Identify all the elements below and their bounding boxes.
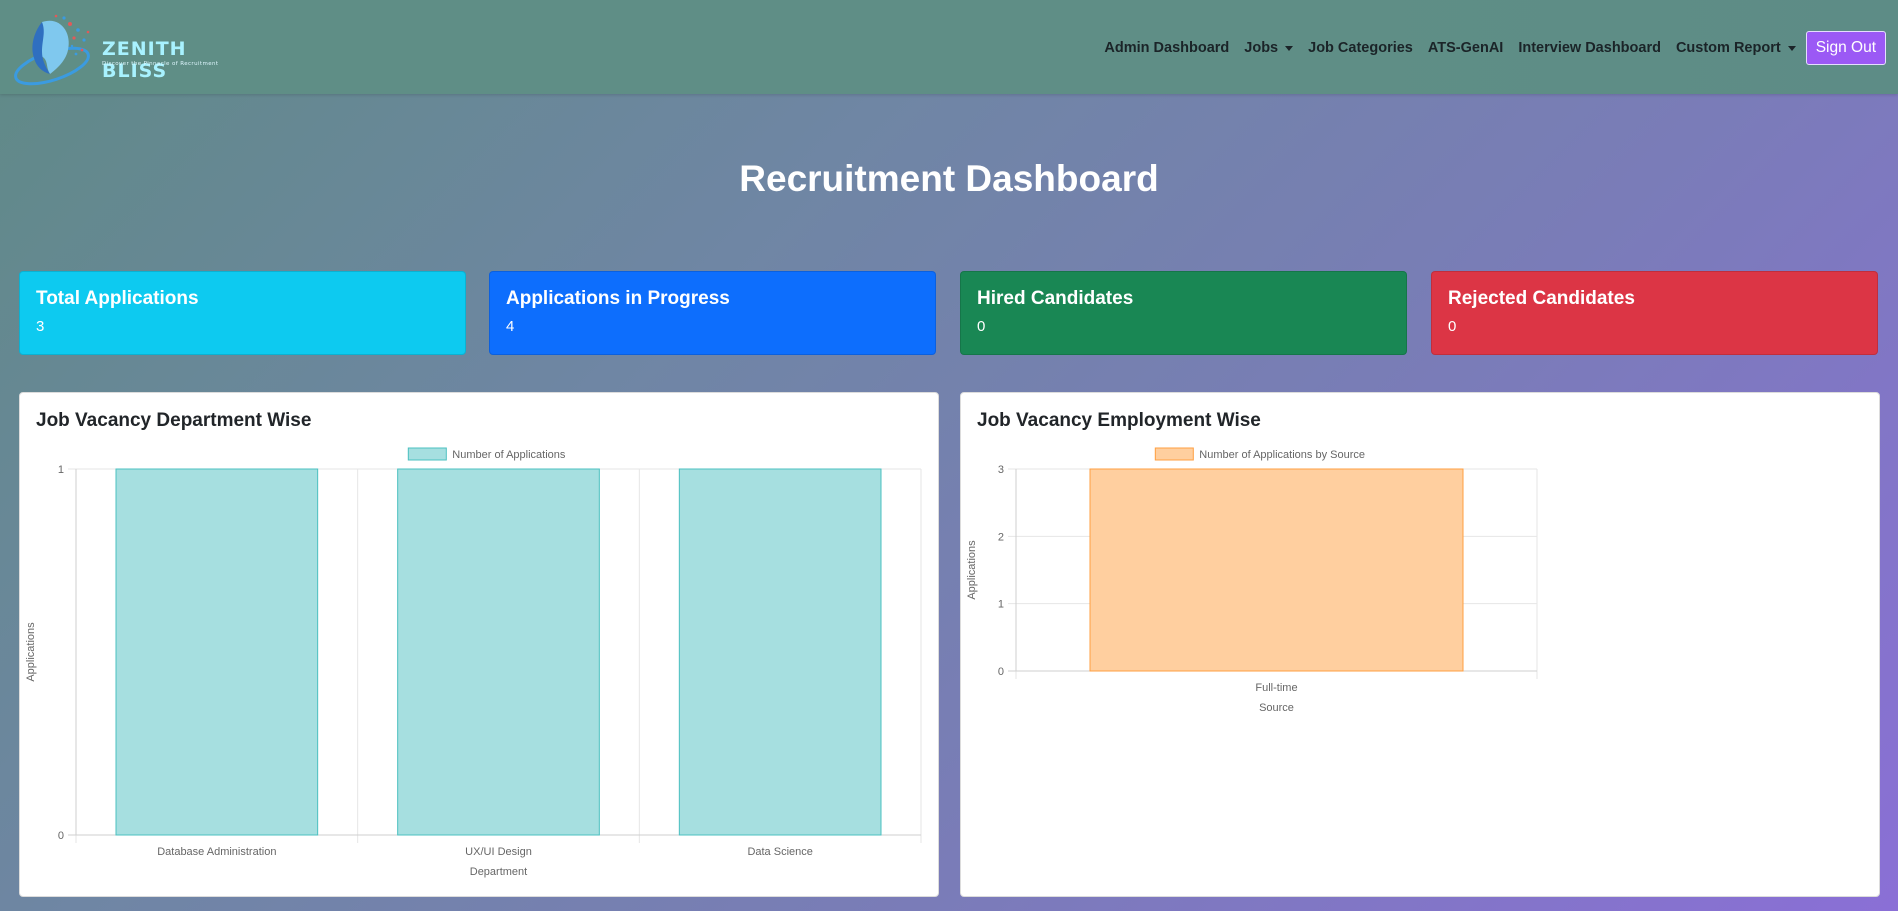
nav-jobs-dropdown[interactable]: Jobs [1244, 40, 1294, 56]
nav-job-categories[interactable]: Job Categories [1308, 40, 1413, 56]
nav-custom-report-dropdown[interactable]: Custom Report [1676, 40, 1796, 56]
caret-down-icon [1787, 45, 1796, 51]
stat-card-rejected-candidates: Rejected Candidates 0 [1431, 271, 1878, 355]
nav-interview-dashboard[interactable]: Interview Dashboard [1518, 40, 1661, 56]
nav-item-label: Custom Report [1675, 40, 1781, 56]
panel-title: Job Vacancy Department Wise [36, 410, 312, 431]
bar [1089, 468, 1464, 672]
y-tick-label: 1 [998, 599, 1004, 611]
sign-out-button[interactable]: Sign Out [1805, 31, 1886, 65]
nav-item-label: Job Categories [1308, 40, 1413, 56]
nav-admin-dashboard[interactable]: Admin Dashboard [1104, 40, 1229, 56]
y-axis-title: Applications [25, 622, 37, 682]
employment-bar-chart: Number of Applications by Source 0 1 2 3 Full… [966, 447, 1538, 714]
stat-card-title: Rejected Candidates [1448, 288, 1635, 309]
legend-swatch [407, 447, 447, 461]
brand-name: ZENITH BLISS [102, 38, 187, 82]
panel-title: Job Vacancy Employment Wise [977, 410, 1261, 431]
y-tick-label: 3 [998, 464, 1004, 476]
bar [397, 468, 600, 836]
y-tick-label: 1 [58, 464, 64, 476]
legend-label: Number of Applications by Source [1199, 449, 1365, 461]
nav-item-label: Admin Dashboard [1104, 40, 1230, 56]
nav-ats-genai[interactable]: ATS-GenAI [1428, 40, 1503, 56]
nav-item-label: Jobs [1244, 40, 1279, 56]
logo-icon [14, 14, 90, 86]
department-chart-panel: Job Vacancy Department Wise Number of Ap… [19, 392, 939, 897]
stat-card-title: Hired Candidates [977, 288, 1134, 309]
caret-down-icon [1285, 45, 1294, 51]
stat-card-total-applications: Total Applications 3 [19, 271, 466, 355]
bar [678, 468, 882, 836]
bar [115, 468, 319, 836]
x-tick-label: Full-time [1255, 682, 1297, 694]
x-tick-label: Database Administration [157, 846, 276, 858]
brand-logo[interactable]: ZENITH BLISS Discover the Pinnacle of Re… [12, 10, 242, 90]
x-axis-title: Department [470, 866, 527, 878]
x-tick-label: UX/UI Design [465, 846, 532, 858]
stat-card-value: 0 [1448, 318, 1457, 335]
y-axis-title: Applications [966, 540, 978, 600]
stat-card-value: 4 [506, 318, 515, 335]
stat-card-value: 3 [36, 318, 45, 335]
navbar: ZENITH BLISS Discover the Pinnacle of Re… [0, 0, 1898, 94]
x-tick-label: Data Science [747, 846, 812, 858]
brand-tagline: Discover the Pinnacle of Recruitment [102, 61, 219, 67]
y-tick-label: 0 [998, 666, 1004, 678]
department-bar-chart: Number of Applications 0 1 Database Adminis… [25, 447, 922, 878]
employment-chart-panel: Job Vacancy Employment Wise Number of Ap… [960, 392, 1880, 897]
stat-card-applications-in-progress: Applications in Progress 4 [489, 271, 936, 355]
nav-item-label: ATS-GenAI [1427, 40, 1504, 56]
stat-card-hired-candidates: Hired Candidates 0 [960, 271, 1407, 355]
nav-item-label: Interview Dashboard [1518, 40, 1661, 56]
legend-swatch [1154, 447, 1194, 461]
stat-card-title: Applications in Progress [506, 288, 730, 309]
x-axis-title: Source [1259, 702, 1294, 714]
y-tick-label: 2 [998, 531, 1004, 543]
y-tick-label: 0 [58, 830, 64, 842]
nav-links: Admin Dashboard Jobs Job Categories ATS-… [1089, 31, 1886, 65]
legend-label: Number of Applications [452, 449, 566, 461]
stat-card-title: Total Applications [36, 288, 199, 309]
stat-card-value: 0 [977, 318, 986, 335]
page-title: Recruitment Dashboard [739, 158, 1159, 199]
